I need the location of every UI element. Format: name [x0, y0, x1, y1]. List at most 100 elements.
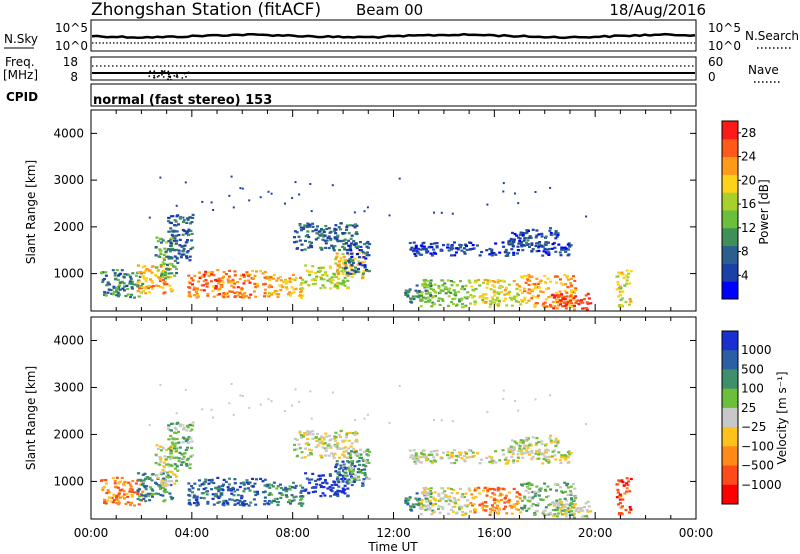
range-cell: [187, 501, 191, 504]
range-cell: [514, 508, 518, 511]
range-cell: [331, 453, 335, 456]
range-cell: [336, 493, 340, 496]
range-cell: [364, 465, 368, 468]
range-cell: [556, 441, 560, 444]
nsearch-label: N.Search: [745, 29, 799, 43]
range-cell: [138, 488, 142, 491]
range-cell: [136, 492, 140, 495]
range-cell: [338, 456, 341, 459]
range-cell: [204, 282, 208, 285]
range-cell: [430, 305, 434, 308]
range-cell: [195, 296, 199, 299]
range-cell: [294, 277, 298, 280]
range-cell: [586, 302, 590, 305]
range-cell: [351, 432, 355, 435]
range-cell: [362, 478, 366, 481]
range-cell: [205, 493, 209, 496]
range-cell: [533, 494, 537, 498]
range-cell: [424, 497, 428, 500]
range-cell: [424, 455, 428, 458]
range-cell: [355, 253, 359, 256]
range-cell: [325, 227, 329, 231]
range-cell: [417, 502, 421, 505]
range-cell: [482, 509, 486, 512]
range-cell: [357, 467, 361, 471]
range-cell: [537, 440, 541, 444]
range-cell: [465, 297, 469, 300]
freq-dip-dot: [158, 74, 160, 77]
range-cell: [412, 297, 416, 301]
range-cell: [561, 305, 564, 308]
range-cell: [252, 498, 256, 501]
range-cell: [293, 279, 297, 282]
range-cell: [345, 228, 348, 231]
range-cell: [573, 487, 577, 490]
range-cell: [349, 480, 353, 483]
range-cell: [412, 449, 416, 452]
range-cell: [104, 479, 108, 482]
range-cell: [310, 486, 314, 489]
range-cell: [159, 276, 163, 279]
range-cell: [263, 478, 267, 481]
range-cell: [540, 440, 544, 443]
range-cell: [265, 277, 269, 280]
range-cell: [472, 503, 476, 506]
range-cell: [187, 274, 191, 277]
range-cell: [544, 443, 548, 446]
range-cell: [315, 232, 319, 235]
range-cell: [358, 471, 362, 474]
range-cell: [168, 492, 172, 495]
range-cell: [446, 454, 449, 457]
range-cell: [231, 486, 235, 489]
range-cell: [566, 274, 570, 278]
range-cell: [343, 248, 347, 251]
range-cell: [219, 284, 223, 287]
range-cell: [174, 224, 178, 227]
range-cell: [540, 235, 544, 238]
range-cell: [164, 480, 168, 483]
range-cell: [279, 487, 283, 490]
range-cell: [276, 277, 280, 280]
range-cell: [533, 490, 537, 493]
range-cell: [547, 287, 551, 290]
range-cell: [140, 494, 143, 497]
range-cell: [161, 494, 165, 497]
range-cell: [362, 459, 365, 463]
range-cell: [165, 283, 169, 286]
range-cell: [617, 271, 621, 274]
range-cell: [320, 435, 323, 438]
y-tick-label: 2000: [53, 220, 84, 234]
range-cell: [355, 231, 359, 234]
range-cell: [241, 502, 245, 506]
range-cell: [514, 192, 516, 195]
range-cell: [173, 444, 177, 447]
range-cell: [549, 513, 553, 516]
range-cell: [460, 287, 464, 290]
range-cell: [547, 495, 551, 498]
range-cell: [429, 285, 433, 288]
range-cell: [350, 460, 353, 463]
range-cell: [551, 243, 555, 246]
range-cell: [354, 242, 358, 246]
beam-label: Beam 00: [356, 1, 423, 19]
range-cell: [267, 493, 271, 497]
range-cell: [566, 482, 570, 485]
range-cell: [334, 464, 338, 467]
range-cell: [191, 279, 195, 282]
range-cell: [453, 461, 457, 465]
range-cell: [531, 283, 535, 286]
range-cell: [300, 229, 303, 232]
range-cell: [447, 498, 451, 501]
range-cell: [454, 291, 457, 294]
range-cell: [427, 494, 430, 497]
freq-dip-dot: [176, 76, 179, 78]
range-cell: [173, 482, 177, 485]
range-cell: [504, 505, 507, 508]
range-cell: [319, 477, 322, 480]
range-cell: [316, 225, 319, 228]
range-cell: [316, 432, 319, 435]
range-cell: [311, 283, 315, 286]
range-cell: [480, 250, 484, 254]
range-cell: [346, 279, 350, 282]
range-cell: [416, 499, 420, 502]
